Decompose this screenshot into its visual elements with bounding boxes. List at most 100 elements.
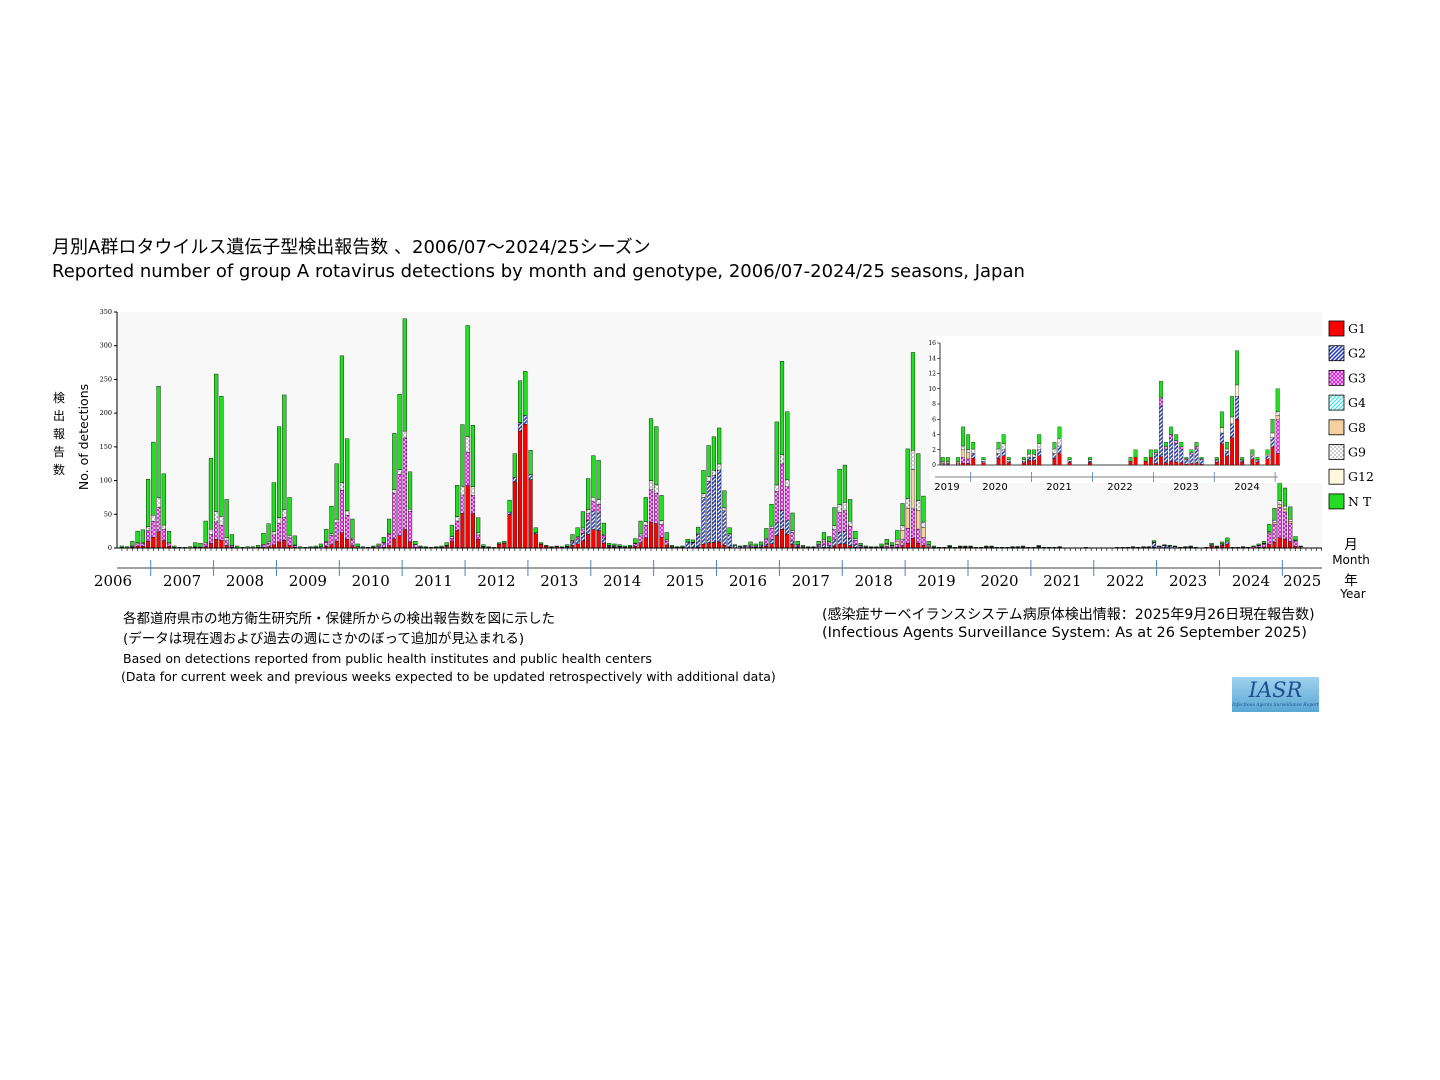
inset-bar-segment-g3 — [940, 463, 945, 465]
y-axis-title-ja-char: 告 — [53, 445, 65, 459]
bar-segment-nt — [282, 394, 287, 510]
inset-bar-segment-g2 — [1057, 445, 1062, 454]
bar-segment-g3 — [140, 543, 145, 547]
inset-bar-segment-g1 — [1275, 453, 1280, 466]
inset-bar-segment-g9 — [996, 448, 1001, 454]
bar-segment-nt — [1036, 545, 1041, 547]
bar-segment-g9 — [837, 504, 842, 513]
note-ja-line2: (データは現在週および過去の週にさかのぼって追加が見込まれる) — [123, 631, 525, 647]
bar-segment-nt — [1282, 487, 1288, 507]
bar-segment-nt — [586, 478, 591, 511]
inset-bar-segment-g1 — [1133, 457, 1138, 466]
inset-bar-segment-g8 — [961, 449, 966, 458]
bar-segment-nt — [470, 425, 475, 487]
bar-segment-g1 — [643, 537, 648, 549]
x-year-label-2013: 2013 — [540, 572, 578, 590]
bar-segment-g9 — [895, 539, 900, 542]
bar-segment-nt — [507, 499, 512, 513]
bar-segment-g2 — [848, 538, 853, 546]
bar-segment-nt — [135, 530, 140, 543]
inset-bar-segment-nt — [1174, 434, 1179, 441]
bar-segment-g3 — [161, 529, 166, 541]
bar-segment-g3 — [664, 540, 669, 546]
bar-segment-g9 — [853, 538, 858, 541]
bar-segment-g9 — [596, 499, 601, 505]
y-tick-label: 200 — [100, 409, 112, 417]
bar-segment-g3 — [292, 545, 297, 548]
bar-segment-nt — [151, 441, 156, 516]
bar-segment-g9 — [329, 533, 334, 536]
bar-segment-g9 — [722, 507, 727, 511]
bar-segment-g9 — [654, 484, 659, 494]
inset-bar-segment-g3 — [1174, 440, 1179, 444]
legend-swatch-g4 — [1328, 394, 1345, 411]
bar-segment-g3 — [345, 515, 350, 540]
bar-segment-g9 — [156, 497, 161, 508]
inset-bar-segment-g1 — [1169, 461, 1174, 466]
bar-segment-g1 — [512, 481, 517, 549]
inset-bar-segment-g1 — [1153, 463, 1158, 466]
bar-segment-g9 — [900, 525, 905, 531]
bar-segment-nt — [654, 426, 659, 486]
inset-bar-segment-g1 — [1230, 437, 1234, 466]
inset-bar-segment-g1 — [1032, 460, 1037, 466]
bar-segment-nt — [145, 479, 151, 527]
bar-segment-g3 — [575, 537, 580, 541]
bar-segment-nt — [633, 538, 638, 544]
bar-segment-g1 — [276, 541, 282, 549]
inset-bar-segment-nt — [1128, 457, 1133, 462]
inset-bar-segment-nt — [1037, 434, 1042, 444]
bar-segment-nt — [345, 438, 350, 512]
bar-segment-g3 — [470, 495, 475, 514]
bar-segment-g2 — [1162, 545, 1167, 548]
bar-segment-g1 — [842, 543, 847, 549]
bar-segment-nt — [1298, 545, 1303, 547]
bar-segment-g1 — [523, 424, 528, 549]
inset-bar-segment-g1 — [1057, 453, 1062, 466]
bar-segment-nt — [449, 524, 455, 537]
bar-segment-g1 — [538, 544, 544, 549]
bar-segment-g1 — [905, 542, 910, 549]
bar-segment-g3 — [837, 512, 842, 533]
inset-bar-segment-g2 — [1037, 449, 1042, 456]
bar-segment-g9 — [449, 536, 455, 539]
bar-segment-nt — [533, 527, 538, 534]
bar-segment-nt — [512, 453, 517, 478]
inset-bar-segment-g3 — [1194, 446, 1199, 450]
inset-bar-segment-g3 — [1159, 397, 1163, 407]
bar-segment-nt — [669, 545, 675, 547]
bar-segment-g9 — [397, 469, 402, 475]
bar-segment-g1 — [1277, 537, 1282, 549]
inset-bar-segment-g1 — [1194, 462, 1199, 466]
bar-segment-g2 — [1151, 542, 1157, 548]
legend-swatch-g3 — [1328, 369, 1345, 386]
x-year-label-2025: 2025 — [1283, 572, 1321, 590]
x-year-label-2022: 2022 — [1106, 572, 1144, 590]
inset-bar-segment-g12 — [1225, 448, 1229, 452]
bar-segment-nt — [722, 490, 727, 509]
inset-bar-segment-g2 — [981, 461, 986, 463]
legend-label-g12: G12 — [1348, 469, 1374, 484]
bar-segment-nt — [811, 546, 816, 548]
source-note-ja: (感染症サーベイランスシステム病原体検出情報：2025年9月26日現在報告数) — [822, 607, 1315, 623]
bar-segment-g9 — [407, 508, 413, 512]
bar-segment-g9 — [648, 480, 654, 490]
bar-segment-nt — [680, 545, 685, 548]
bar-segment-g8 — [926, 545, 931, 547]
bar-segment-g1 — [601, 542, 606, 549]
source-note-en: (Infectious Agents Surveillance System: … — [822, 625, 1307, 641]
bar-segment-nt — [198, 543, 203, 548]
inset-bar-segment-g1 — [1219, 443, 1224, 466]
bar-segment-nt — [732, 544, 737, 546]
bar-segment-g3 — [821, 540, 827, 546]
y-tick-label: 50 — [104, 510, 112, 518]
inset-bar-segment-nt — [1148, 449, 1153, 458]
bar-segment-g3 — [276, 523, 282, 543]
bar-segment-nt — [601, 522, 606, 535]
bar-segment-g3 — [449, 537, 455, 542]
inset-y-tick-label: 12 — [928, 371, 936, 378]
bar-segment-nt — [256, 545, 261, 548]
bar-segment-nt — [596, 460, 601, 500]
inset-bar-segment-nt — [1006, 457, 1011, 460]
inset-year-label-2022: 2022 — [1107, 482, 1132, 493]
